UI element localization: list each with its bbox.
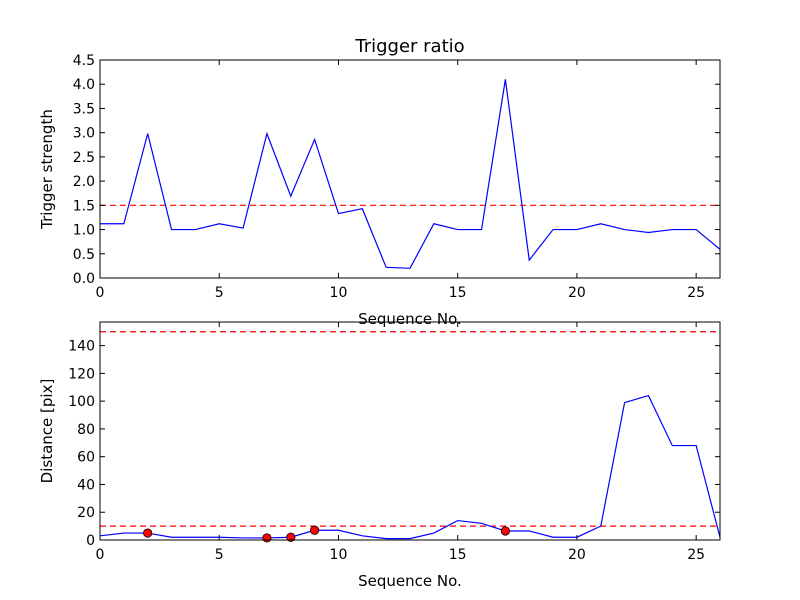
top-ytick-label-9: 4.5 [73,53,95,69]
bottom-marker-0 [143,528,153,538]
bottom-xtick-label-2: 10 [330,547,348,563]
top-ytick-label-8: 4.0 [73,77,95,93]
top-ytick-label-7: 3.5 [73,101,95,117]
top-x-axis-label: Sequence No. [358,310,462,328]
bottom-xtick-label-1: 5 [215,547,224,563]
bottom-marker-2 [286,532,296,542]
bottom-xtick-label-4: 20 [568,547,586,563]
bottom-chart-panel: 0 5 10 15 20 25 0 20 40 60 80 100 120 140 Sequence No.… [38,321,721,590]
top-chart-title: Trigger ratio [354,36,464,57]
bottom-marker-4 [500,526,510,536]
bottom-ytick-label-4: 80 [77,422,95,438]
bottom-axes-frame [99,321,721,541]
bottom-xtick-label-5: 25 [687,547,705,563]
bottom-marker-3 [310,525,320,535]
bottom-ytick-label-5: 100 [68,394,95,410]
top-y-axis-label: Trigger strength [38,109,56,230]
top-ytick-label-0: 0.0 [73,271,95,287]
bottom-ytick-label-0: 0 [86,533,95,549]
top-xtick-label-2: 10 [330,285,348,301]
top-ytick-label-4: 2.0 [73,174,95,190]
bottom-ytick-label-1: 20 [77,505,95,521]
top-ytick-label-3: 1.5 [73,198,95,214]
top-xtick-label-3: 15 [449,285,467,301]
bottom-ytick-label-2: 40 [77,477,95,493]
top-xtick-label-5: 25 [687,285,705,301]
bottom-ytick-label-6: 120 [68,366,95,382]
top-ytick-label-5: 2.5 [73,150,95,166]
bottom-marker-1 [262,533,272,543]
bottom-series-line-0 [100,394,720,540]
top-chart-panel: 0 5 10 15 20 25 0.0 0.5 1.0 1.5 2.0 2.5 3.0 3.5 4.0 4.5… [38,36,721,328]
bottom-xtick-label-0: 0 [96,547,105,563]
top-axes-frame [99,59,721,279]
bottom-y-axis-label: Distance [pix] [38,379,56,484]
top-xtick-label-1: 5 [215,285,224,301]
top-xtick-label-4: 20 [568,285,586,301]
top-ytick-label-2: 1.0 [73,223,95,239]
bottom-ytick-label-7: 140 [68,339,95,355]
top-series-line-0 [100,79,720,269]
bottom-x-axis-label: Sequence No. [358,572,462,590]
bottom-ytick-label-3: 60 [77,450,95,466]
bottom-xtick-label-3: 15 [449,547,467,563]
top-ytick-label-1: 0.5 [73,247,95,263]
top-ytick-label-6: 3.0 [73,126,95,142]
top-xtick-label-0: 0 [96,285,105,301]
